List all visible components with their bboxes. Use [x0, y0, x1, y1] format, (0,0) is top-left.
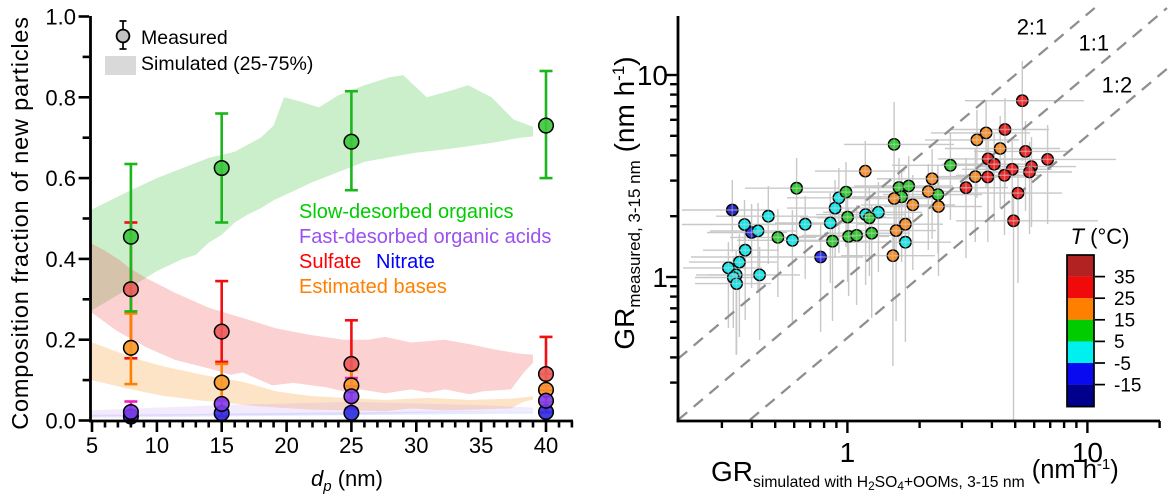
svg-text:30: 30: [404, 433, 428, 458]
svg-text:0.0: 0.0: [45, 409, 76, 434]
svg-text:1:1: 1:1: [1079, 31, 1110, 56]
svg-text:Simulated (25-75%): Simulated (25-75%): [141, 53, 313, 75]
svg-text:10: 10: [637, 60, 668, 91]
svg-text:Measured: Measured: [141, 27, 228, 49]
svg-text:10: 10: [145, 433, 169, 458]
svg-text:GRmeasured, 3-15 nm (nm h-1): GRmeasured, 3-15 nm (nm h-1): [609, 56, 644, 349]
svg-text:5: 5: [86, 433, 98, 458]
svg-text:5: 5: [1114, 332, 1125, 353]
svg-text:GRsimulated with H2SO4+OOMs, 3: GRsimulated with H2SO4+OOMs, 3-15 nm (nm…: [711, 456, 1119, 493]
svg-text:1:2: 1:2: [1102, 72, 1133, 97]
svg-text:35: 35: [469, 433, 493, 458]
svg-text:Slow-desorbed organics: Slow-desorbed organics: [299, 201, 514, 223]
svg-text:20: 20: [274, 433, 298, 458]
svg-text:0.4: 0.4: [45, 247, 76, 272]
svg-text:1: 1: [840, 437, 856, 468]
svg-text:Composition fraction of new pa: Composition fraction of new particles: [7, 16, 33, 430]
svg-text:dp (nm): dp (nm): [311, 466, 383, 495]
svg-text:-5: -5: [1114, 354, 1131, 375]
svg-text:1.0: 1.0: [45, 5, 76, 30]
svg-text:Sulfate: Sulfate: [299, 251, 361, 273]
svg-text:Estimated bases: Estimated bases: [299, 276, 447, 298]
svg-text:25: 25: [339, 433, 363, 458]
svg-text:Fast-desorbed organic acids: Fast-desorbed organic acids: [299, 226, 551, 248]
svg-text:40: 40: [534, 433, 558, 458]
svg-text:T (°C): T (°C): [1071, 224, 1130, 249]
svg-text:25: 25: [1114, 289, 1135, 310]
svg-text:0.8: 0.8: [45, 85, 76, 110]
svg-text:15: 15: [209, 433, 233, 458]
svg-text:2:1: 2:1: [1017, 14, 1048, 39]
svg-text:1: 1: [652, 262, 668, 293]
svg-text:0.2: 0.2: [45, 328, 76, 353]
svg-text:10: 10: [1072, 437, 1103, 468]
svg-text:0.6: 0.6: [45, 166, 76, 191]
svg-text:35: 35: [1114, 267, 1135, 288]
svg-text:15: 15: [1114, 311, 1135, 332]
svg-text:-15: -15: [1114, 375, 1141, 396]
svg-text:Nitrate: Nitrate: [376, 251, 435, 273]
